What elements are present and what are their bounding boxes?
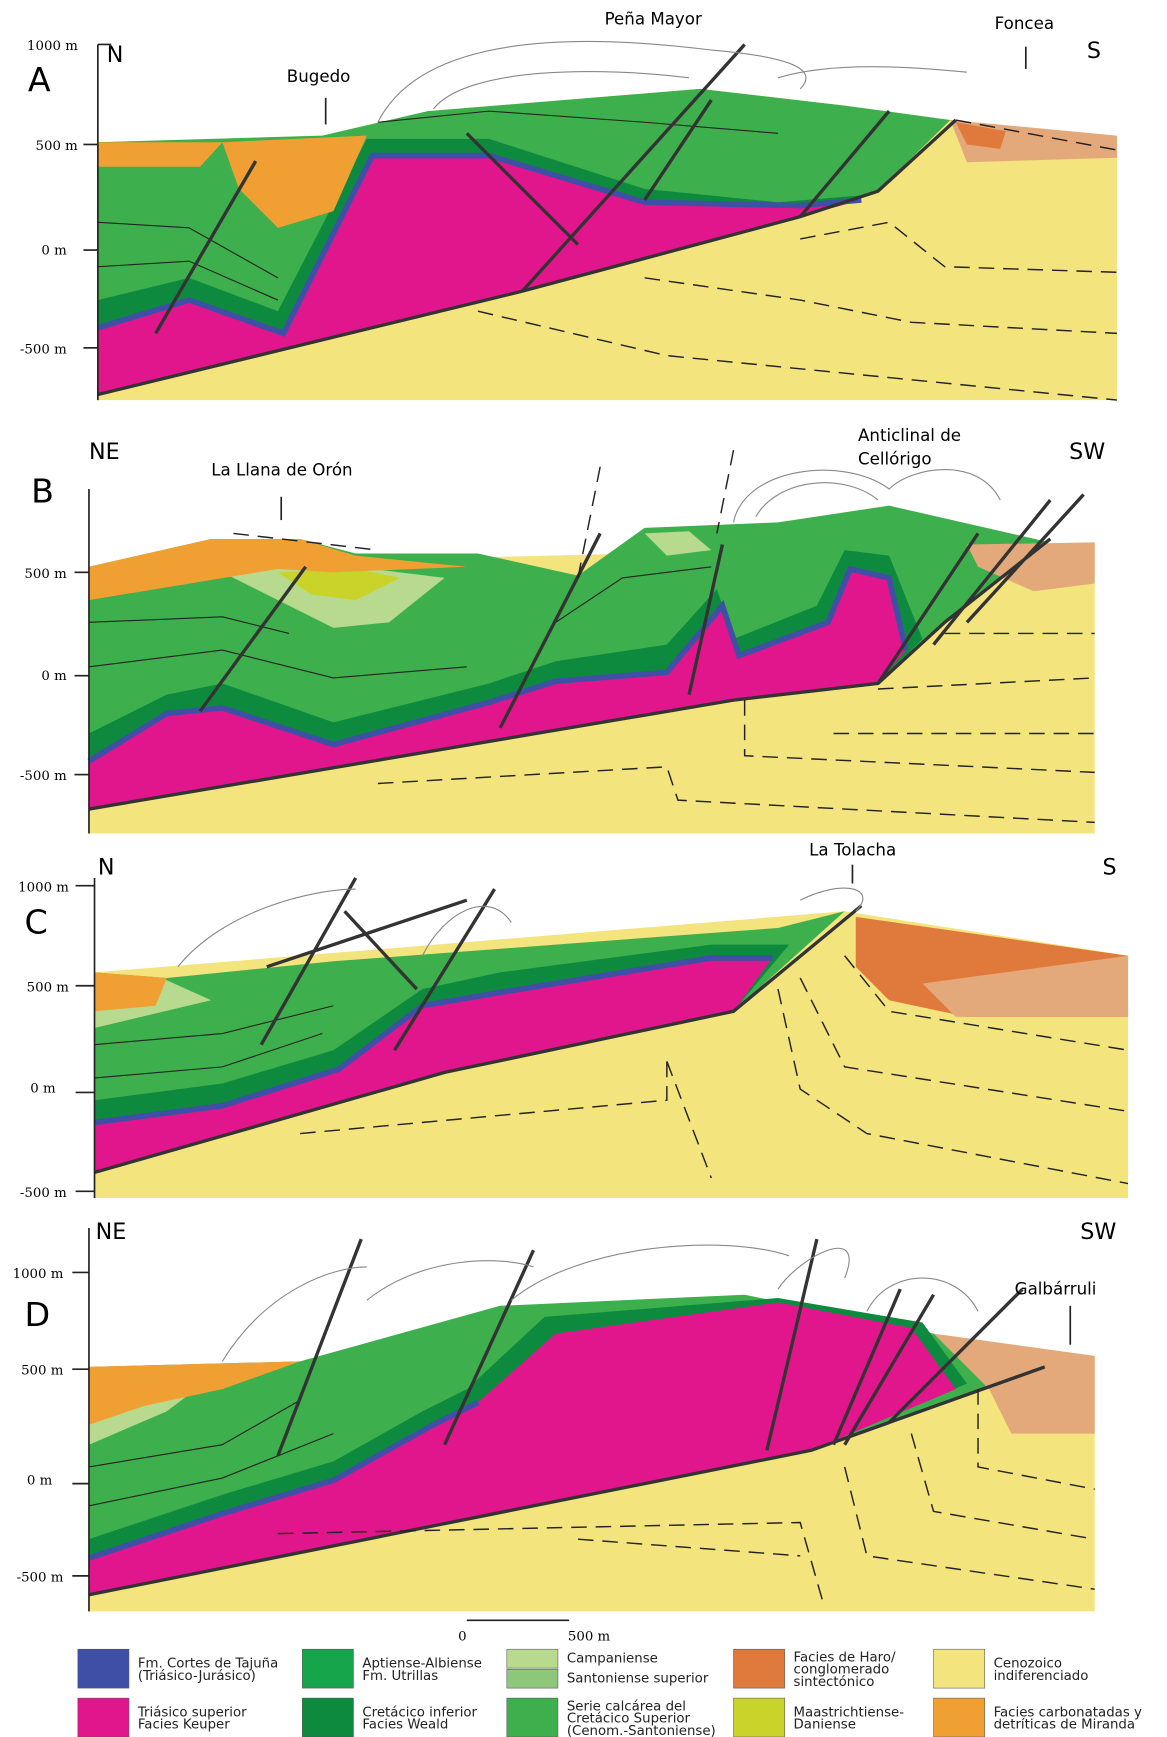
place-name: Anticlinal de <box>858 426 961 445</box>
legend-swatch <box>302 1698 353 1737</box>
legend-label: (Triásico-Jurásico) <box>138 1668 256 1684</box>
section-b: 500 m 0 m -500 m B NE SW La Llana de Oró… <box>20 426 1105 833</box>
depth-label: 0 m <box>27 1474 53 1489</box>
legend-label: sintectónico <box>794 1674 875 1690</box>
orientation: SW <box>1069 439 1105 465</box>
depth-label: -500 m <box>17 1570 64 1585</box>
legend: Fm. Cortes de Tajuña(Triásico-Jurásico)T… <box>78 1649 1142 1737</box>
orientation: N <box>107 42 124 68</box>
place-name: La Llana de Orón <box>211 461 352 480</box>
depth-label: 1000 m <box>18 880 69 895</box>
depth-label: 0 m <box>41 669 67 684</box>
legend-swatch <box>734 1698 785 1737</box>
place-name: Galbárruli <box>1015 1280 1097 1299</box>
depth-label: 1000 m <box>13 1267 64 1282</box>
place-name: Bugedo <box>287 67 351 86</box>
place-name: Foncea <box>995 14 1054 33</box>
legend-swatch <box>507 1698 558 1737</box>
depth-label: 0 m <box>30 1081 56 1096</box>
legend-swatch <box>507 1649 558 1668</box>
legend-label: Facies Keuper <box>138 1718 230 1733</box>
panel-label: B <box>31 471 54 510</box>
panel-label: D <box>25 1295 51 1334</box>
legend-swatch <box>78 1649 129 1688</box>
legend-swatch <box>78 1698 129 1737</box>
orientation: NE <box>96 1219 127 1245</box>
legend-label: (Cenom.-Santoniense) <box>567 1724 716 1737</box>
place-name: La Tolacha <box>809 841 896 860</box>
legend-swatch <box>934 1698 985 1737</box>
place-name: Peña Mayor <box>605 9 702 28</box>
orientation: S <box>1102 855 1116 881</box>
depth-label: -500 m <box>20 1186 67 1201</box>
depth-label: 500 m <box>27 980 70 995</box>
legend-swatch <box>734 1649 785 1688</box>
orientation: N <box>98 855 115 881</box>
depth-label: 1000 m <box>27 39 78 54</box>
depth-label: -500 m <box>20 342 67 357</box>
cross-sections: 1000 m 500 m 0 m -500 m A N S Bugedo Peñ… <box>0 0 1167 1737</box>
orientation: NE <box>89 439 120 465</box>
depth-label: -500 m <box>20 769 67 784</box>
legend-label: Santoniense superior <box>567 1672 709 1687</box>
page: {"panels":[ {"label":"A","left":"N","rig… <box>0 0 1167 1737</box>
depth-label: 500 m <box>21 1364 64 1379</box>
section-d: 1000 m 500 m 0 m -500 m D NE SW Galbárru… <box>13 1219 1117 1611</box>
section-c: 1000 m 500 m 0 m -500 m C N S La Tolacha <box>18 841 1128 1201</box>
legend-label: Facies Weald <box>362 1718 448 1733</box>
section-a: 1000 m 500 m 0 m -500 m A N S Bugedo Peñ… <box>20 9 1117 400</box>
orientation: S <box>1087 38 1101 64</box>
depth-label: 500 m <box>36 139 79 154</box>
legend-swatch <box>507 1669 558 1688</box>
legend-label: detríticas de Miranda <box>994 1717 1136 1733</box>
depth-label: 500 m <box>24 567 67 582</box>
depth-label: 0 m <box>41 243 67 258</box>
scale-label: 0 <box>458 1629 466 1644</box>
legend-label: Fm. Utrillas <box>362 1669 438 1684</box>
legend-label: Campaniense <box>567 1652 658 1667</box>
panel-label: C <box>25 903 48 942</box>
legend-label: indiferenciado <box>994 1669 1089 1684</box>
place-name: Cellórigo <box>858 450 932 469</box>
orientation: SW <box>1080 1219 1116 1245</box>
legend-swatch <box>934 1649 985 1688</box>
panel-label: A <box>28 60 51 99</box>
legend-swatch <box>302 1649 353 1688</box>
legend-label: Daniense <box>794 1718 856 1733</box>
scale-label: 500 m <box>568 1629 611 1644</box>
